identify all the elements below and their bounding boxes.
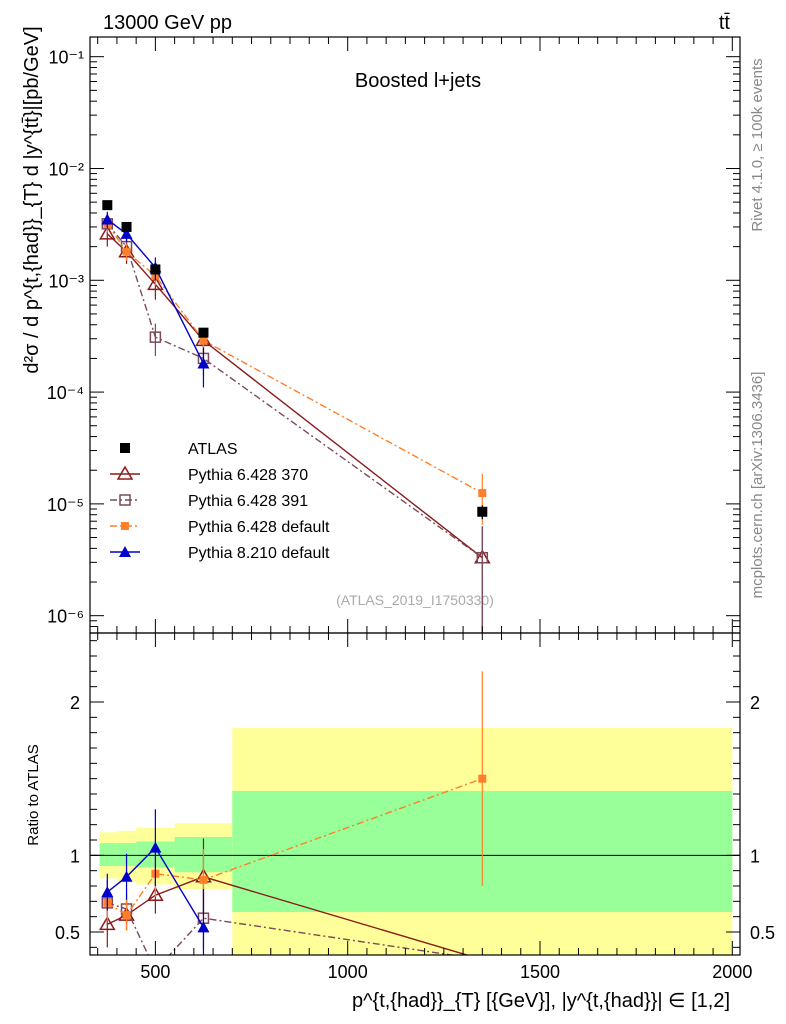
ratio-series-line	[106, 778, 483, 917]
x-tick-label: 500	[140, 962, 170, 982]
data-point	[99, 225, 116, 240]
stat-uncertainty-band	[99, 843, 117, 867]
ratio-point	[199, 875, 208, 884]
ratio-point	[478, 774, 487, 783]
ratio-y-tick-label-left: 0.5	[55, 923, 80, 943]
data-point	[147, 275, 164, 291]
data-point	[150, 264, 161, 275]
ratio-panel	[99, 671, 487, 955]
mcplots-label: mcplots.cern.ch [arXiv:1306.3436]	[749, 372, 766, 599]
ratio-point	[101, 886, 114, 898]
data-point	[477, 506, 488, 517]
legend-marker	[119, 546, 131, 557]
data-point	[197, 357, 210, 369]
legend-label: Pythia 6.428 370	[188, 467, 308, 484]
legend-marker	[121, 522, 129, 530]
series-line	[106, 218, 205, 364]
y-tick-label: 10⁻²	[48, 159, 84, 179]
data-point	[198, 327, 209, 338]
legend-label: ATLAS	[188, 441, 238, 458]
ratio-y-axis-label: Ratio to ATLAS	[25, 744, 42, 845]
series-line	[106, 223, 483, 494]
ratio-series-line	[106, 846, 205, 928]
data-point	[121, 221, 132, 232]
data-point	[102, 200, 113, 211]
data-point	[478, 489, 487, 498]
ratio-y-tick-label-right: 1	[750, 846, 760, 866]
x-axis-label: p^{t,{had}}_{T} [{GeV}], |y^{t,{had}}| ∈…	[352, 990, 730, 1012]
legend-marker	[120, 443, 130, 453]
ratio-y-tick-label-left: 2	[70, 693, 80, 713]
legend-label: Pythia 8.210 default	[188, 545, 330, 562]
main-plot-frame	[89, 36, 741, 634]
ratio-y-tick-label-right: 2	[750, 693, 760, 713]
legend: ATLAS Pythia 6.428 370 Pythia 6.428 391 Pyt…	[110, 441, 330, 562]
data-point	[199, 336, 208, 345]
legend-label: Pythia 6.428 default	[188, 519, 330, 536]
data-point	[149, 331, 162, 343]
y-tick-label: 10⁻¹	[48, 48, 84, 68]
ratio-point	[147, 886, 164, 901]
x-tick-label: 1500	[520, 962, 560, 982]
data-point	[101, 213, 114, 225]
y-tick-label: 10⁻⁴	[47, 383, 84, 403]
y-tick-label: 10⁻⁶	[47, 607, 84, 627]
ratio-point	[120, 870, 133, 882]
plot-title: Boosted l+jets	[355, 70, 481, 92]
axis-ticks: 10⁻⁶ 10⁻⁵ 10⁻⁴ 10⁻³ 10⁻² 10⁻¹ 500 1000 1500 2000 0…	[47, 37, 775, 982]
data-point	[122, 247, 131, 256]
y-tick-label: 10⁻³	[48, 271, 84, 291]
ratio-point	[149, 841, 162, 853]
process-label: tt̄	[719, 12, 731, 34]
energy-label: 13000 GeV pp	[103, 12, 232, 34]
ratio-point	[122, 911, 131, 920]
rivet-label: Rivet 4.1.0, ≥ 100k events	[749, 58, 766, 231]
legend-marker	[116, 465, 134, 480]
analysis-id: (ATLAS_2019_I1750330)	[336, 592, 494, 608]
y-tick-label: 10⁻⁵	[47, 495, 84, 515]
legend-marker	[119, 494, 131, 506]
ratio-point	[99, 915, 116, 931]
data-point	[476, 551, 489, 564]
legend-label: Pythia 6.428 391	[188, 493, 308, 510]
data-point	[120, 227, 133, 239]
ratio-uncertainty-bands	[90, 728, 740, 955]
main-y-axis-label: d²σ / d p^{t,{had}}_{T} d |y^{tt̄}|[pb/G…	[21, 26, 43, 373]
x-tick-label: 1000	[328, 962, 368, 982]
ratio-y-tick-label-right: 0.5	[750, 923, 775, 943]
x-tick-label: 2000	[712, 962, 752, 982]
ratio-point	[197, 921, 210, 933]
ratio-y-tick-label-left: 1	[70, 846, 80, 866]
main-panel	[99, 200, 491, 633]
